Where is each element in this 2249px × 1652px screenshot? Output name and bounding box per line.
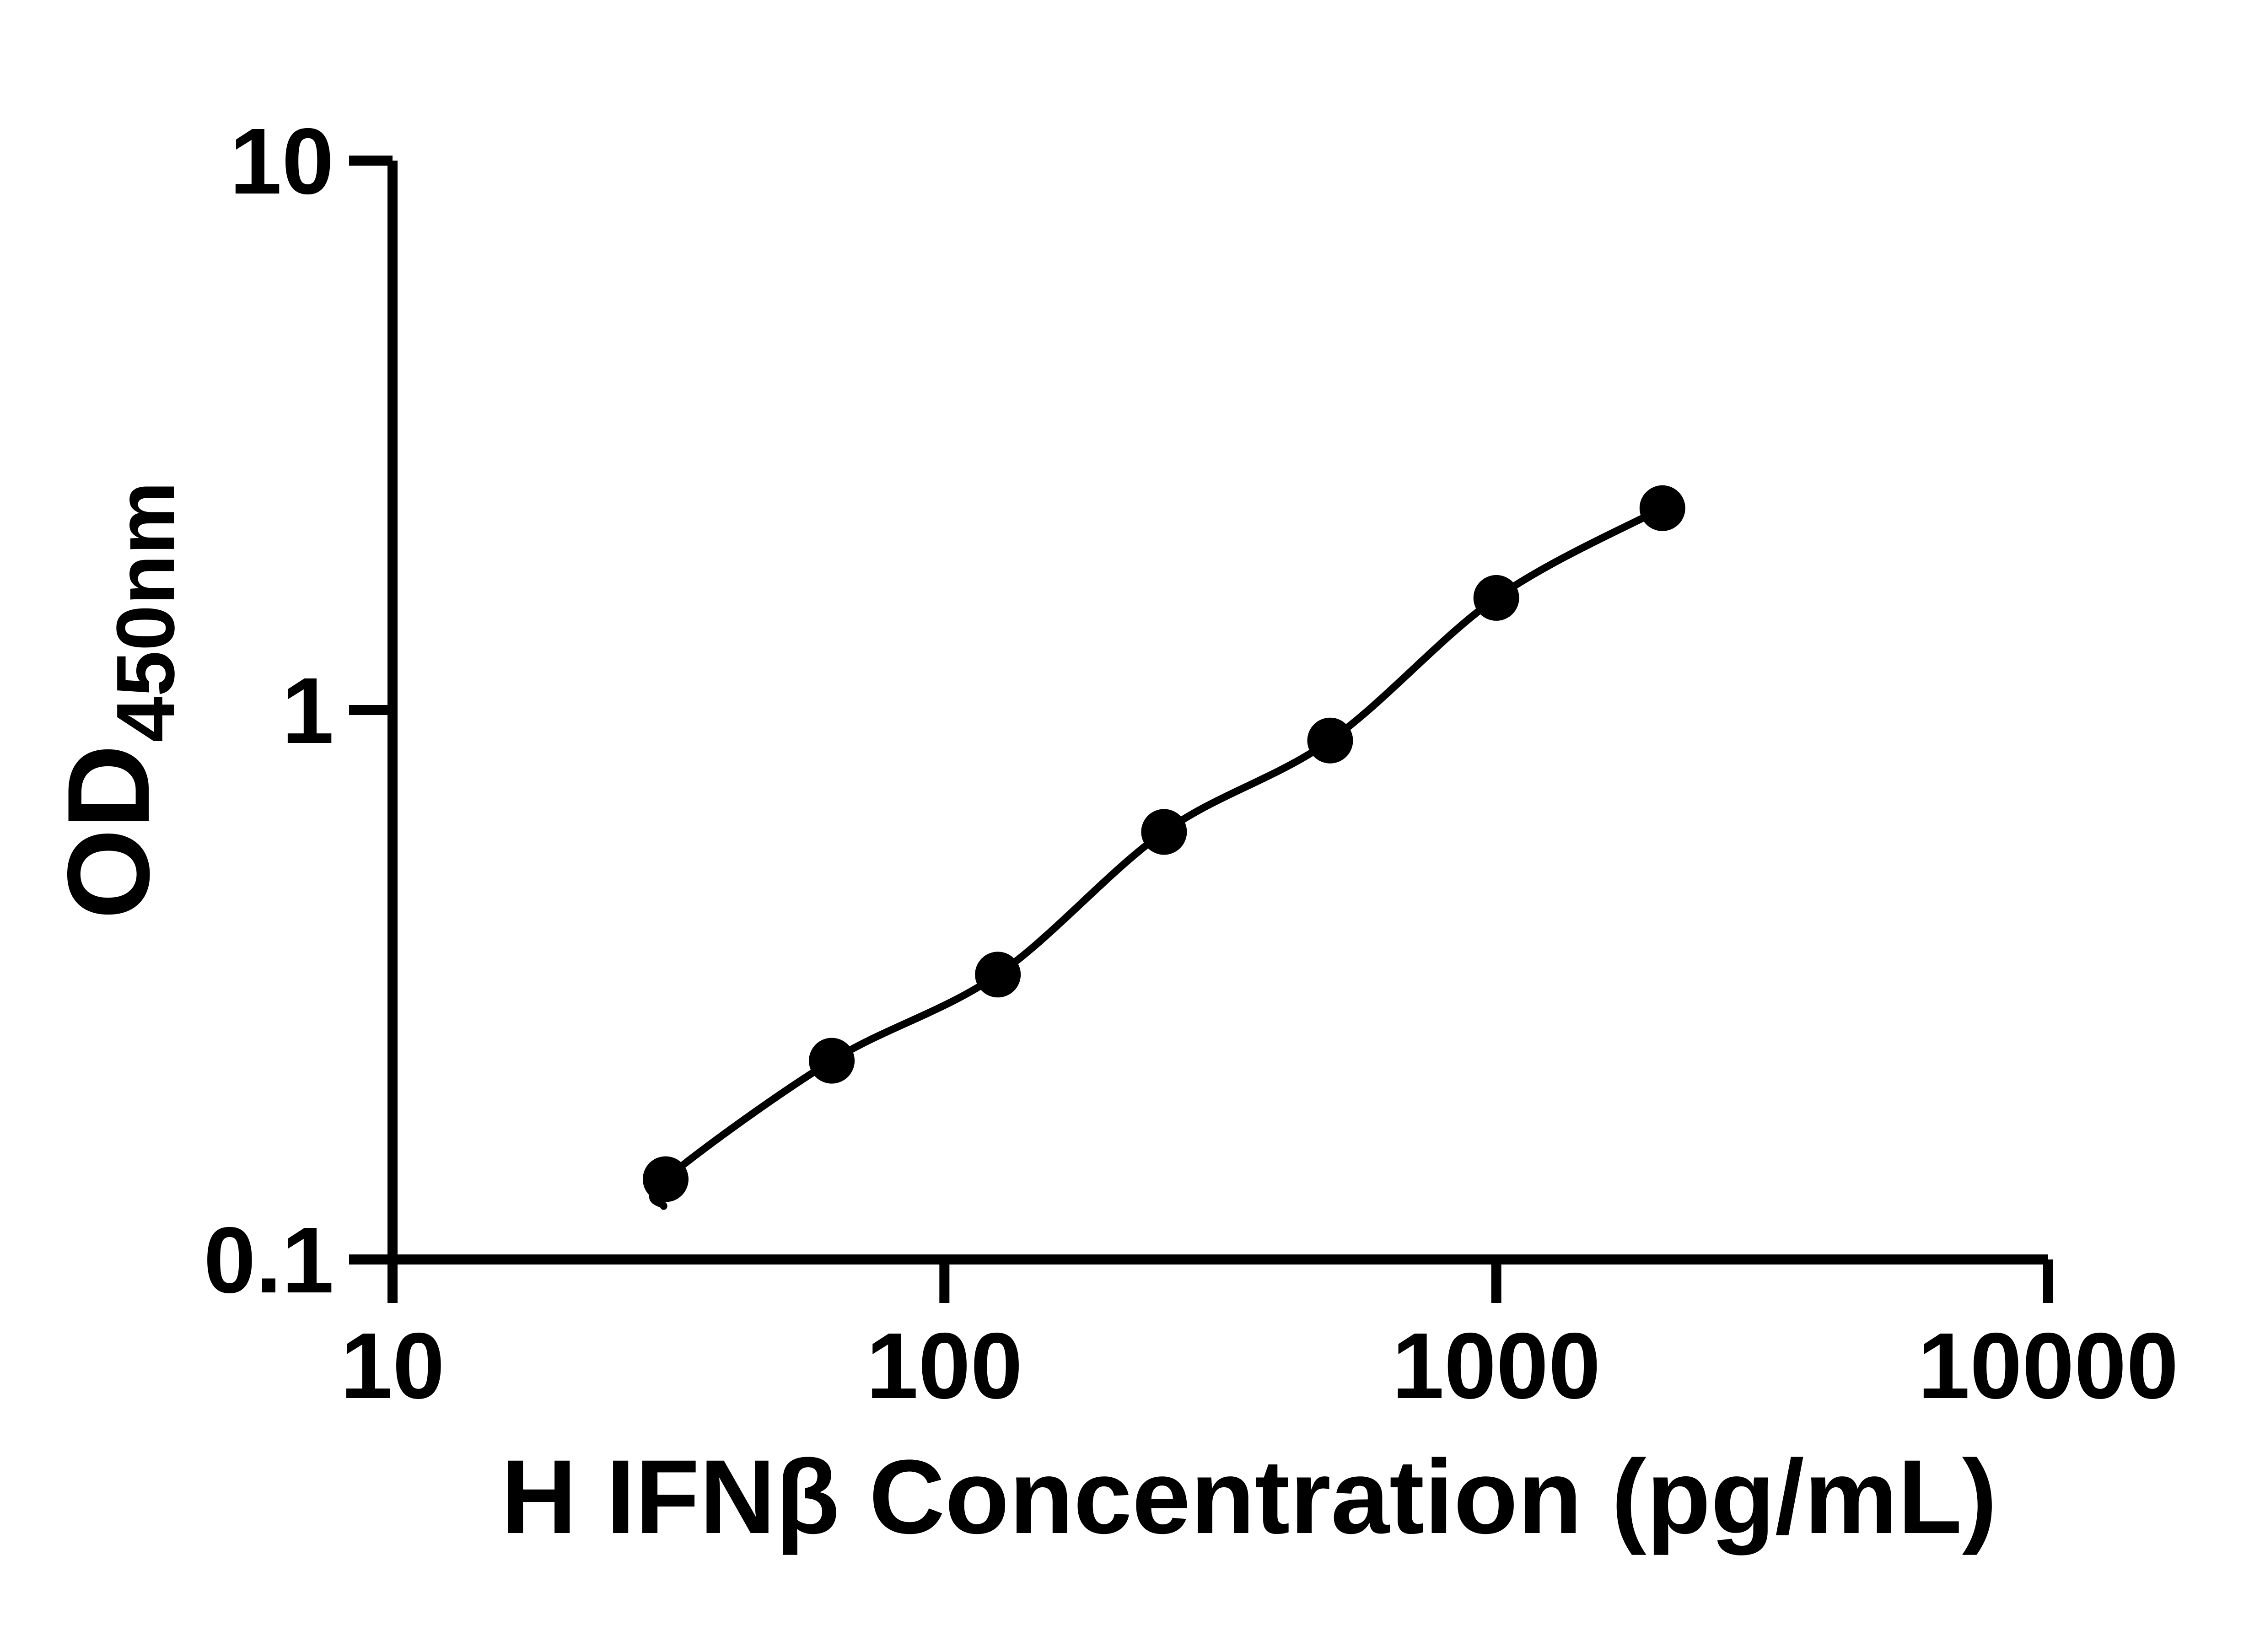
data-point xyxy=(1141,809,1187,855)
data-point xyxy=(1473,575,1519,621)
x-axis-title: H IFNβ Concentration (pg/mL) xyxy=(501,1438,1997,1555)
y-tick-label: 10 xyxy=(230,109,334,214)
y-axis-title-subscript: 450nm xyxy=(100,481,192,742)
x-tick-label: 1000 xyxy=(1392,1313,1601,1418)
data-points xyxy=(643,485,1685,1202)
data-point xyxy=(1639,485,1685,531)
y-tick-label: 1 xyxy=(282,658,334,763)
x-tick-label: 10000 xyxy=(1918,1313,2179,1418)
axes xyxy=(349,156,2053,1303)
data-point xyxy=(809,1038,855,1084)
y-axis-title: OD 450nm xyxy=(43,481,192,919)
elisa-standard-curve-figure: 10 1 0.1 10 100 1000 10000 OD 450nm H IFNβ Con… xyxy=(18,7,2249,1645)
y-tick-label: 0.1 xyxy=(204,1208,334,1313)
x-tick-label: 10 xyxy=(340,1313,445,1418)
data-point xyxy=(643,1156,689,1202)
x-tick-label: 100 xyxy=(866,1313,1022,1418)
data-point xyxy=(975,952,1021,998)
y-axis-title-main: OD xyxy=(43,744,174,920)
data-point xyxy=(1307,717,1353,764)
